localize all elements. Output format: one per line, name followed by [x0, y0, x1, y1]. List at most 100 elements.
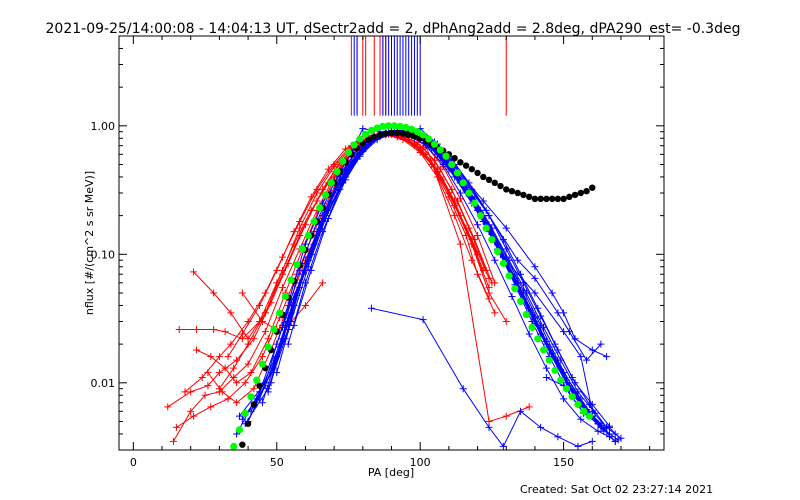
red-data-point [164, 403, 172, 411]
red-data-point [210, 289, 218, 297]
red-data-point [273, 266, 281, 274]
red-data-point [233, 379, 241, 387]
black-fit-dot [239, 441, 246, 448]
green-fit-dot [562, 385, 571, 393]
red-data-point [204, 382, 212, 390]
green-fit-dot [373, 124, 381, 132]
red-data-point [215, 385, 223, 393]
y-tick-label: 1.00 [91, 120, 116, 133]
black-fit-dot [583, 187, 590, 195]
red-data-point [445, 189, 453, 197]
blue-data-point [256, 395, 264, 403]
blue-data-point [339, 176, 347, 184]
blue-data-point [301, 240, 309, 248]
green-fit-dot [281, 292, 289, 301]
green-fit-dot [310, 217, 318, 226]
x-tick-label: 150 [553, 456, 574, 469]
black-fit-dot [376, 131, 384, 139]
blue-data-point [502, 224, 510, 232]
black-fit-dot [554, 195, 562, 203]
chart-title: 2021-09-25/14:00:08 - 14:04:13 UT, dSect… [46, 21, 741, 37]
green-fit-dot [430, 140, 439, 148]
green-fit-dot [407, 125, 416, 133]
green-fit-dot [425, 135, 433, 143]
blue-data-point [279, 323, 286, 331]
red-data-point [238, 330, 246, 338]
black-fit-dot [589, 184, 596, 191]
red-series-line [207, 133, 496, 404]
blue-data-point [322, 214, 330, 222]
black-fit-dot [382, 130, 389, 137]
green-fit-dot [316, 204, 324, 212]
blue-data-point [617, 434, 625, 442]
green-fit-dot [413, 128, 421, 136]
blue-data-point [571, 379, 579, 387]
blue-data-point [238, 415, 246, 423]
green-fit-dot [339, 157, 347, 165]
red-data-point [256, 301, 264, 309]
blue-data-point [577, 415, 585, 423]
black-fit-dot [571, 191, 579, 199]
blue-data-point [548, 349, 556, 357]
green-fit-dot [344, 148, 353, 157]
blue-data-point [419, 316, 427, 324]
blue-data-point [525, 330, 533, 338]
red-data-point [258, 318, 266, 326]
blue-data-point [531, 314, 539, 322]
green-fit-dot [293, 261, 301, 269]
blue-data-point [514, 256, 522, 264]
blue-data-point [474, 221, 482, 229]
red-data-point [258, 353, 266, 361]
black-fit-dot [485, 176, 493, 184]
blue-data-point [267, 379, 275, 387]
red-data-point [416, 143, 424, 151]
blue-data-point [531, 289, 539, 297]
red-data-point [448, 185, 456, 193]
blue-series-line [270, 129, 599, 425]
red-data-point [313, 197, 321, 205]
red-data-point [525, 403, 533, 411]
green-fit-dot [557, 376, 565, 384]
black-fit-dot [462, 162, 470, 169]
blue-data-point [482, 206, 490, 214]
red-data-point [491, 279, 499, 287]
blue-data-point [273, 353, 281, 361]
green-fit-dot [247, 393, 255, 401]
red-data-point [491, 309, 499, 317]
blue-data-point [603, 353, 611, 361]
black-fit-dot [250, 401, 258, 408]
red-data-point [279, 284, 286, 292]
black-fit-dot [543, 195, 550, 203]
blue-series-line [276, 131, 585, 414]
black-fit-dot [480, 173, 487, 181]
y-tick-label: 0.01 [91, 377, 116, 390]
blue-data-point [588, 400, 596, 408]
red-data-point [215, 353, 223, 361]
blue-data-point [542, 364, 550, 372]
black-fit-dot [508, 187, 516, 195]
blue-data-point [290, 321, 298, 329]
blue-data-point [319, 212, 327, 220]
red-data-point [221, 328, 229, 336]
red-data-point [456, 195, 464, 203]
green-fit-dot [505, 272, 513, 280]
red-data-point [462, 224, 470, 232]
black-fit-dot [531, 195, 539, 203]
x-tick-label: 100 [410, 456, 431, 469]
green-fit-dot [419, 131, 427, 139]
green-fit-dot [488, 236, 496, 244]
blue-data-point [554, 346, 562, 354]
x-tick-label: 0 [130, 456, 137, 469]
green-fit-dot [350, 141, 358, 149]
green-fit-dot [511, 285, 519, 293]
blue-data-point [485, 212, 493, 220]
blue-data-point [548, 289, 556, 297]
red-data-point [319, 279, 327, 287]
blue-data-point [583, 356, 591, 364]
green-fit-dot [499, 259, 507, 267]
green-fit-dot [321, 191, 330, 199]
blue-data-point [491, 256, 499, 264]
green-fit-dot [476, 212, 485, 220]
blue-data-point [554, 433, 562, 441]
red-data-point [279, 270, 286, 278]
